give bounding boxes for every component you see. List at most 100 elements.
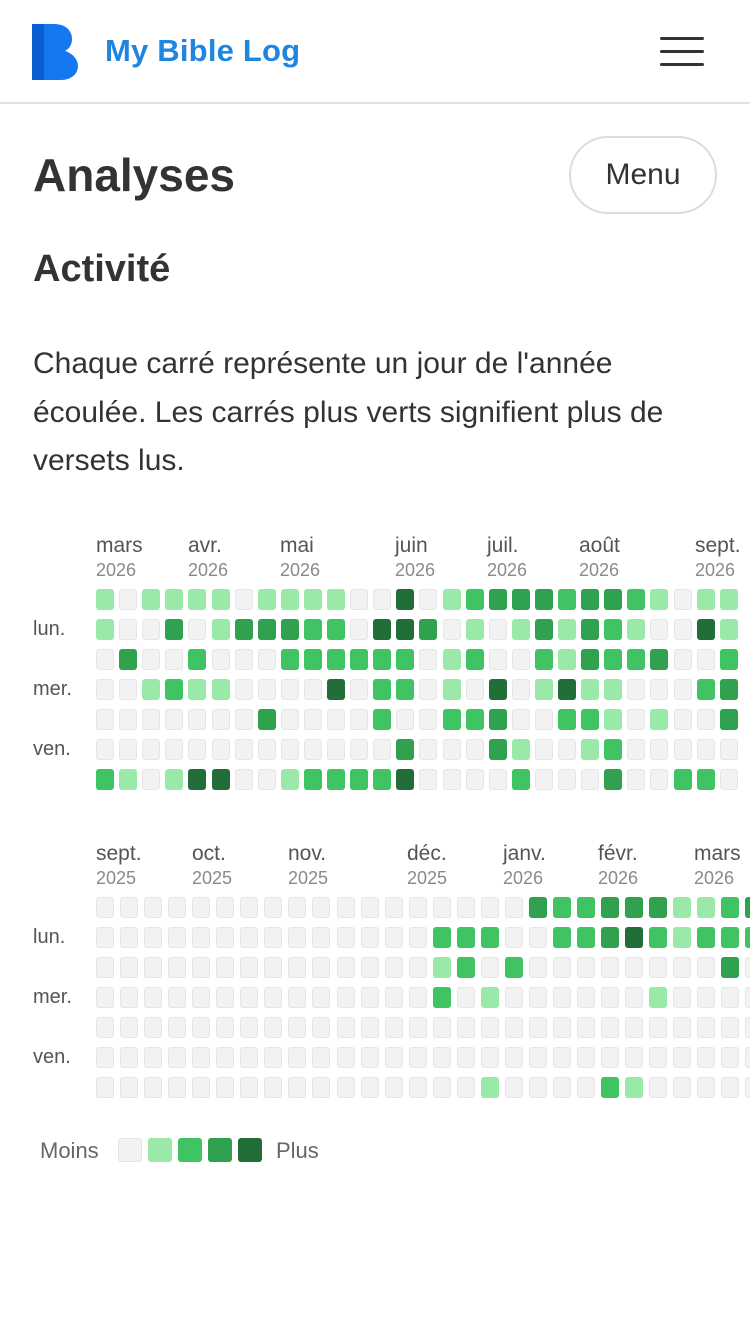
day-cell[interactable] xyxy=(650,739,668,760)
day-cell[interactable] xyxy=(192,1077,210,1098)
day-cell[interactable] xyxy=(142,769,160,790)
day-cell[interactable] xyxy=(604,709,622,730)
day-cell[interactable] xyxy=(312,1077,330,1098)
day-cell[interactable] xyxy=(288,1047,306,1068)
day-cell[interactable] xyxy=(553,927,571,948)
day-cell[interactable] xyxy=(457,1077,475,1098)
day-cell[interactable] xyxy=(216,957,234,978)
day-cell[interactable] xyxy=(650,589,668,610)
day-cell[interactable] xyxy=(373,589,391,610)
day-cell[interactable] xyxy=(385,957,403,978)
day-cell[interactable] xyxy=(120,897,138,918)
day-cell[interactable] xyxy=(168,957,186,978)
day-cell[interactable] xyxy=(697,1017,715,1038)
day-cell[interactable] xyxy=(327,739,345,760)
day-cell[interactable] xyxy=(120,1017,138,1038)
day-cell[interactable] xyxy=(697,927,715,948)
day-cell[interactable] xyxy=(604,769,622,790)
day-cell[interactable] xyxy=(350,769,368,790)
day-cell[interactable] xyxy=(119,769,137,790)
day-cell[interactable] xyxy=(466,589,484,610)
day-cell[interactable] xyxy=(581,709,599,730)
day-cell[interactable] xyxy=(720,769,738,790)
day-cell[interactable] xyxy=(535,589,553,610)
day-cell[interactable] xyxy=(697,649,715,670)
day-cell[interactable] xyxy=(627,739,645,760)
day-cell[interactable] xyxy=(168,927,186,948)
day-cell[interactable] xyxy=(373,709,391,730)
day-cell[interactable] xyxy=(535,619,553,640)
day-cell[interactable] xyxy=(96,649,114,670)
day-cell[interactable] xyxy=(288,1077,306,1098)
day-cell[interactable] xyxy=(165,739,183,760)
day-cell[interactable] xyxy=(165,769,183,790)
day-cell[interactable] xyxy=(581,589,599,610)
day-cell[interactable] xyxy=(553,1077,571,1098)
day-cell[interactable] xyxy=(650,619,668,640)
day-cell[interactable] xyxy=(409,957,427,978)
day-cell[interactable] xyxy=(144,927,162,948)
day-cell[interactable] xyxy=(745,927,750,948)
day-cell[interactable] xyxy=(312,897,330,918)
day-cell[interactable] xyxy=(721,1017,739,1038)
day-cell[interactable] xyxy=(745,1047,750,1068)
day-cell[interactable] xyxy=(697,739,715,760)
day-cell[interactable] xyxy=(396,709,414,730)
day-cell[interactable] xyxy=(433,987,451,1008)
bible-log-logo-icon[interactable] xyxy=(32,24,78,80)
day-cell[interactable] xyxy=(337,1017,355,1038)
day-cell[interactable] xyxy=(337,927,355,948)
day-cell[interactable] xyxy=(481,987,499,1008)
day-cell[interactable] xyxy=(235,739,253,760)
day-cell[interactable] xyxy=(144,1047,162,1068)
day-cell[interactable] xyxy=(240,1017,258,1038)
day-cell[interactable] xyxy=(535,709,553,730)
day-cell[interactable] xyxy=(96,1077,114,1098)
day-cell[interactable] xyxy=(212,619,230,640)
day-cell[interactable] xyxy=(258,769,276,790)
day-cell[interactable] xyxy=(409,897,427,918)
day-cell[interactable] xyxy=(673,957,691,978)
day-cell[interactable] xyxy=(489,739,507,760)
day-cell[interactable] xyxy=(144,1077,162,1098)
day-cell[interactable] xyxy=(281,709,299,730)
day-cell[interactable] xyxy=(625,1077,643,1098)
day-cell[interactable] xyxy=(142,679,160,700)
day-cell[interactable] xyxy=(581,679,599,700)
day-cell[interactable] xyxy=(529,987,547,1008)
day-cell[interactable] xyxy=(120,927,138,948)
day-cell[interactable] xyxy=(337,897,355,918)
day-cell[interactable] xyxy=(697,679,715,700)
day-cell[interactable] xyxy=(577,1017,595,1038)
day-cell[interactable] xyxy=(212,589,230,610)
day-cell[interactable] xyxy=(165,589,183,610)
day-cell[interactable] xyxy=(466,739,484,760)
day-cell[interactable] xyxy=(119,679,137,700)
day-cell[interactable] xyxy=(235,589,253,610)
day-cell[interactable] xyxy=(188,769,206,790)
day-cell[interactable] xyxy=(168,987,186,1008)
day-cell[interactable] xyxy=(650,769,668,790)
day-cell[interactable] xyxy=(535,739,553,760)
day-cell[interactable] xyxy=(674,769,692,790)
day-cell[interactable] xyxy=(168,1077,186,1098)
day-cell[interactable] xyxy=(168,1047,186,1068)
day-cell[interactable] xyxy=(288,927,306,948)
day-cell[interactable] xyxy=(350,709,368,730)
day-cell[interactable] xyxy=(489,679,507,700)
day-cell[interactable] xyxy=(96,1047,114,1068)
day-cell[interactable] xyxy=(433,1077,451,1098)
day-cell[interactable] xyxy=(144,987,162,1008)
menu-button[interactable]: Menu xyxy=(569,136,717,214)
day-cell[interactable] xyxy=(188,679,206,700)
day-cell[interactable] xyxy=(720,679,738,700)
day-cell[interactable] xyxy=(419,739,437,760)
day-cell[interactable] xyxy=(457,1047,475,1068)
day-cell[interactable] xyxy=(674,649,692,670)
day-cell[interactable] xyxy=(216,927,234,948)
day-cell[interactable] xyxy=(649,1017,667,1038)
day-cell[interactable] xyxy=(625,987,643,1008)
day-cell[interactable] xyxy=(142,619,160,640)
day-cell[interactable] xyxy=(188,709,206,730)
day-cell[interactable] xyxy=(581,649,599,670)
